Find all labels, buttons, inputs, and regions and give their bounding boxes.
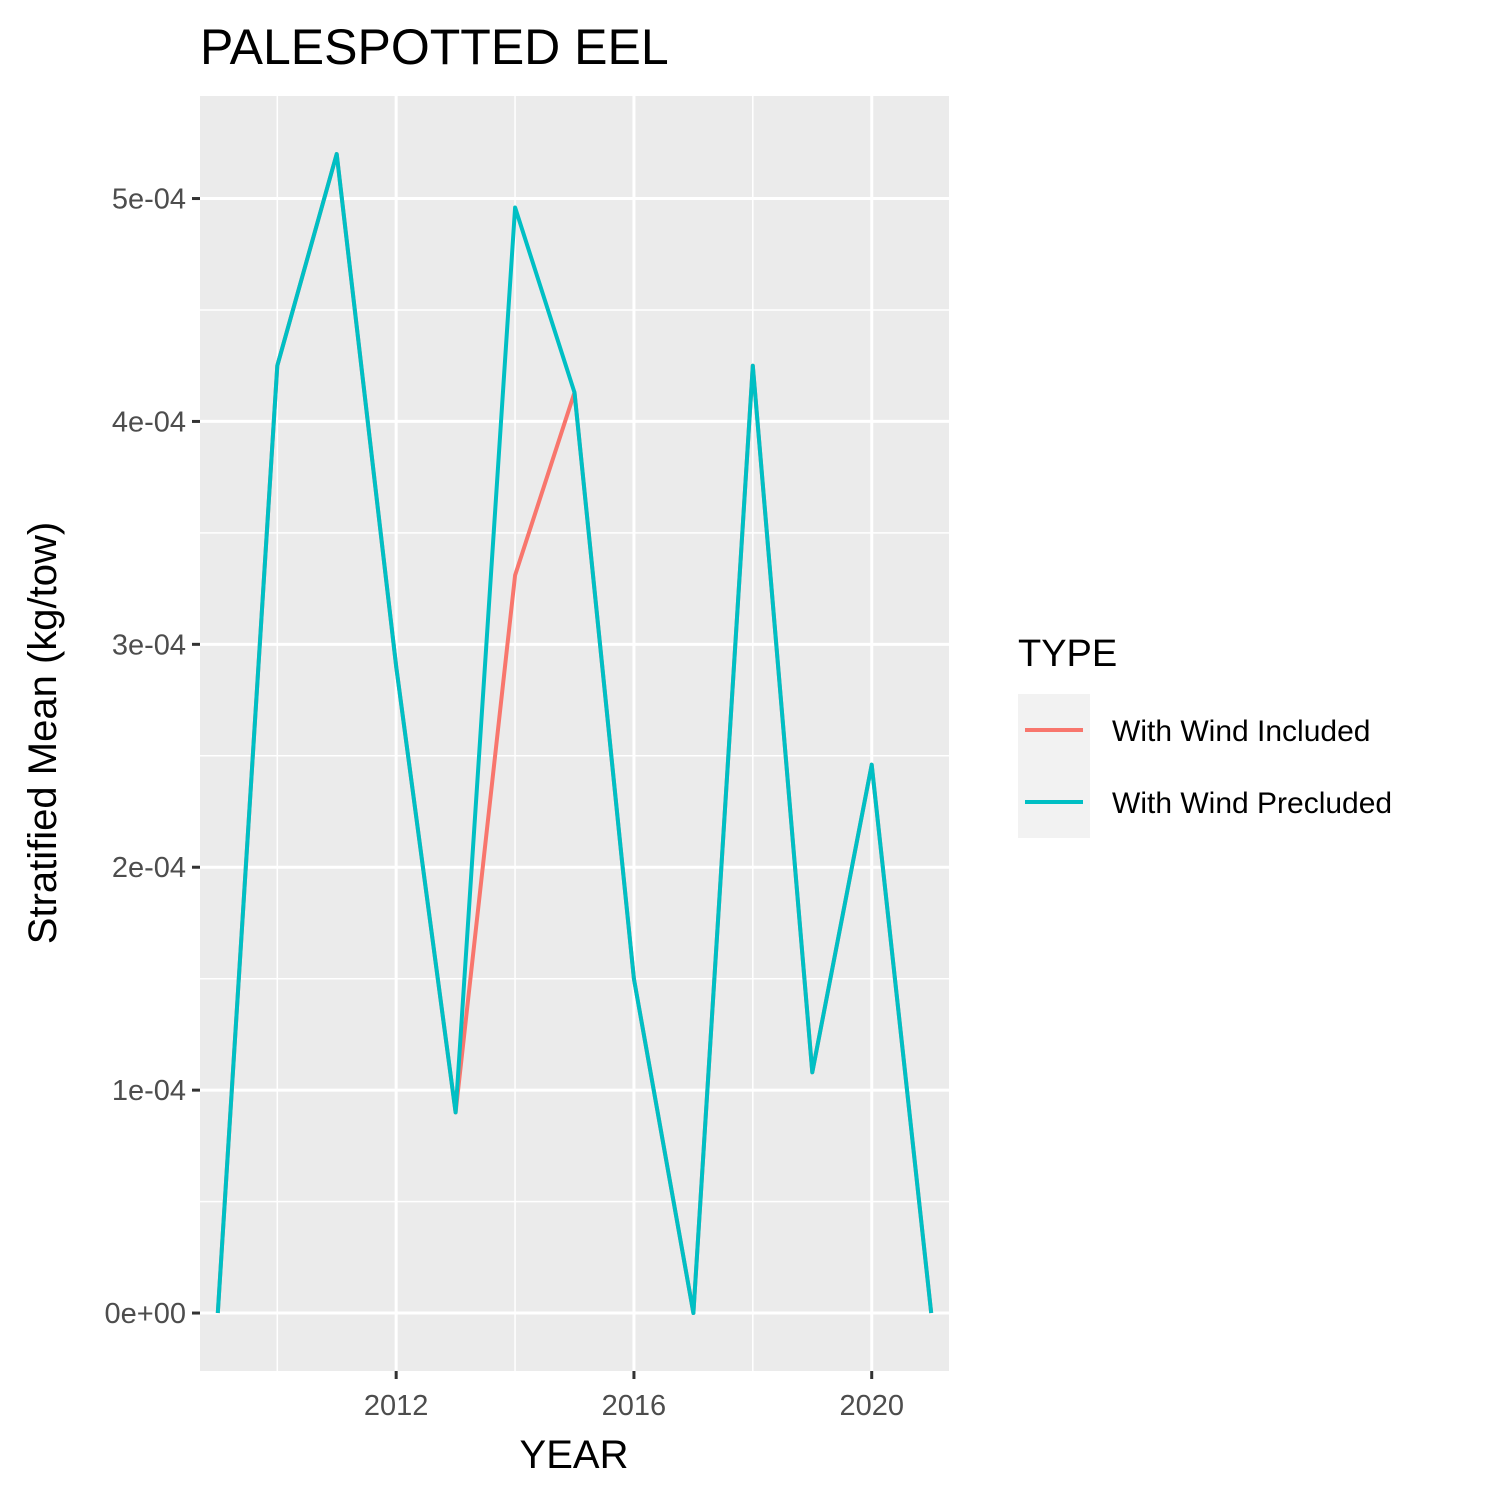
y-tick-label: 3e-04 bbox=[112, 629, 186, 661]
legend-title: TYPE bbox=[1018, 633, 1117, 675]
y-tick-label: 0e+00 bbox=[105, 1298, 186, 1330]
x-tick-label: 2012 bbox=[364, 1390, 429, 1422]
y-axis: 0e+00 1e-04 2e-04 3e-04 4e-04 5e-04 bbox=[105, 184, 200, 1330]
legend-label-2: With Wind Precluded bbox=[1112, 787, 1392, 820]
legend-key-background bbox=[1018, 694, 1090, 838]
x-tick-label: 2020 bbox=[839, 1390, 904, 1422]
y-tick-label: 5e-04 bbox=[112, 184, 186, 216]
x-axis-title: YEAR bbox=[520, 1433, 629, 1477]
y-axis-title: Stratified Mean (kg/tow) bbox=[21, 522, 65, 944]
minor-gridlines bbox=[200, 96, 949, 1371]
legend-label-1: With Wind Included bbox=[1112, 715, 1370, 748]
plot-panel bbox=[200, 96, 949, 1371]
x-tick-label: 2016 bbox=[602, 1390, 667, 1422]
y-tick-label: 4e-04 bbox=[112, 406, 186, 438]
x-axis: 2012 2016 2020 bbox=[364, 1371, 904, 1422]
y-tick-label: 1e-04 bbox=[112, 1075, 186, 1107]
series-layer bbox=[215, 152, 934, 1315]
y-tick-label: 2e-04 bbox=[112, 852, 186, 884]
legend: TYPE With Wind Included With Wind Preclud… bbox=[1018, 633, 1392, 838]
major-gridlines bbox=[200, 96, 949, 1371]
chart-title: PALESPOTTED EEL bbox=[200, 19, 669, 75]
